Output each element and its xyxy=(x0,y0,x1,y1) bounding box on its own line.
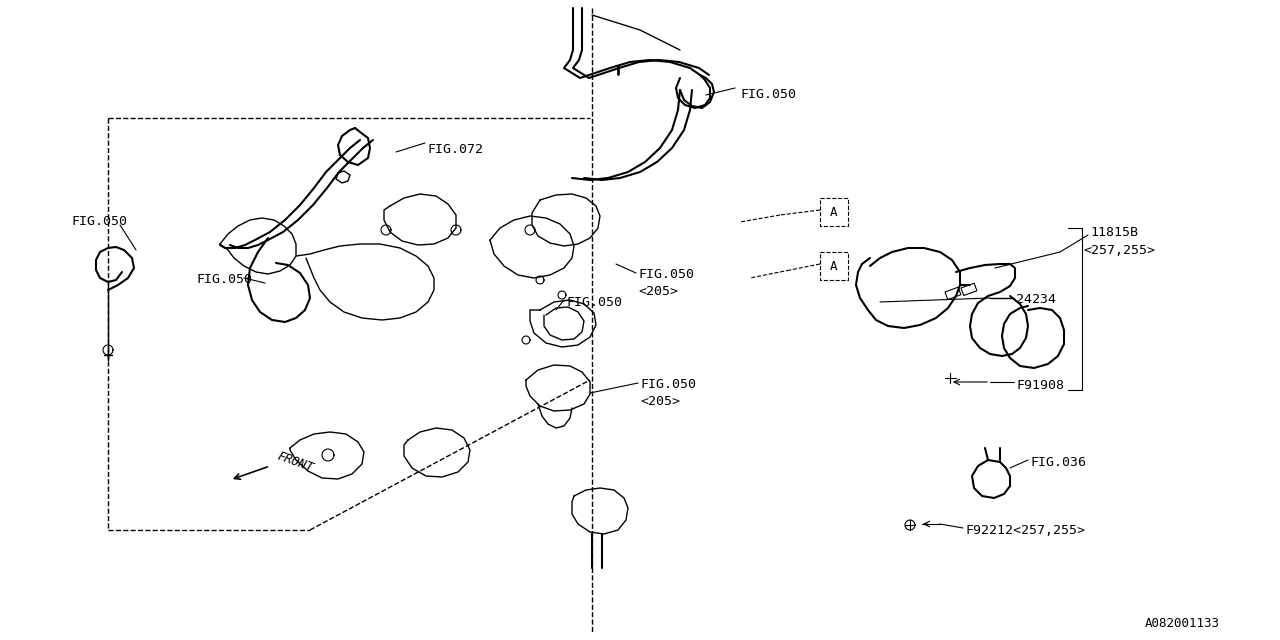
Text: FIG.050: FIG.050 xyxy=(70,215,127,228)
Bar xyxy=(945,287,961,300)
Text: FIG.050: FIG.050 xyxy=(637,268,694,281)
Text: F92212<257,255>: F92212<257,255> xyxy=(965,524,1085,537)
Text: 11815B: 11815B xyxy=(1091,226,1138,239)
Text: FIG.050: FIG.050 xyxy=(196,273,252,286)
Text: FIG.050: FIG.050 xyxy=(640,378,696,391)
Text: <257,255>: <257,255> xyxy=(1083,244,1155,257)
Text: <205>: <205> xyxy=(637,285,678,298)
Bar xyxy=(961,284,977,296)
Text: FIG.072: FIG.072 xyxy=(428,143,483,156)
Text: A: A xyxy=(831,205,837,218)
Text: A082001133: A082001133 xyxy=(1146,617,1220,630)
Text: FIG.050: FIG.050 xyxy=(740,88,796,101)
Text: FIG.036: FIG.036 xyxy=(1030,456,1085,469)
Text: 24234: 24234 xyxy=(1016,293,1056,306)
Text: FRONT: FRONT xyxy=(275,449,315,474)
Text: A: A xyxy=(831,259,837,273)
Text: F91908: F91908 xyxy=(1016,379,1064,392)
Text: <205>: <205> xyxy=(640,395,680,408)
Text: FIG.050: FIG.050 xyxy=(566,296,622,309)
